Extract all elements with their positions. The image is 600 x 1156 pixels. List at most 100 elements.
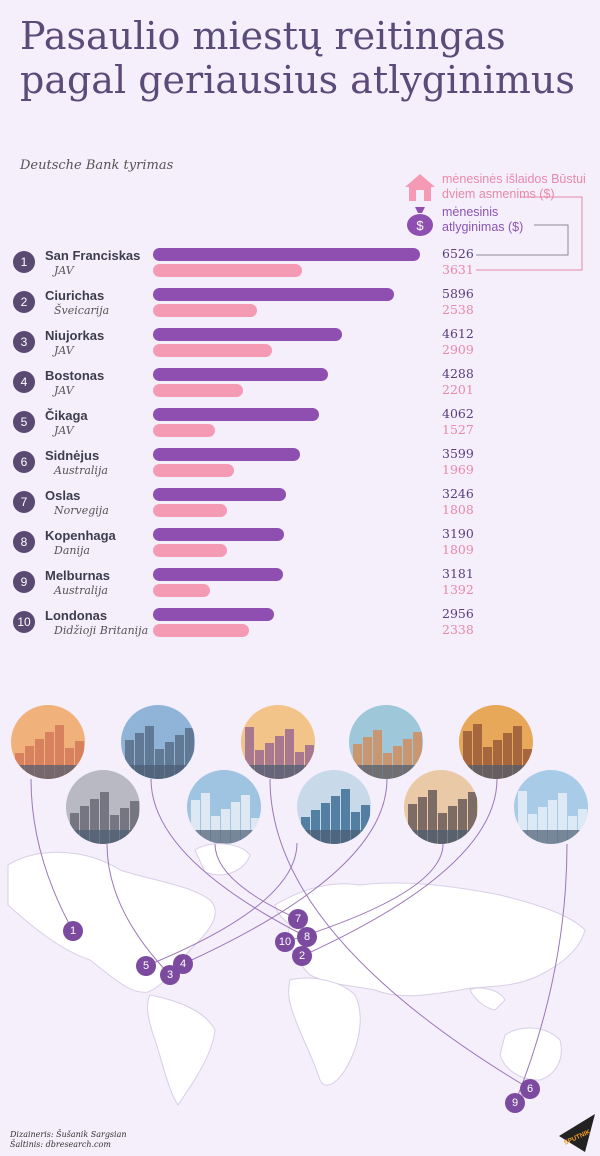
expenses-bar [153,384,244,397]
leader-line [284,843,444,943]
country-label: Didžioji Britanija [54,624,149,637]
chart-row: 6 Sidnėjus Australija 3599 1969 [0,446,600,488]
expenses-value: 2909 [442,342,474,357]
chart-row: 4 Bostonas JAV 4288 2201 [0,366,600,408]
salary-bar [153,288,395,301]
chart-row: 10 Londonas Didžioji Britanija 2956 2338 [0,606,600,648]
expenses-value: 3631 [442,262,474,277]
salary-value: 5896 [442,286,474,301]
city-label: Londonas [45,608,108,623]
expenses-value: 1527 [442,422,474,437]
chart-row: 2 Ciurichas Šveicarija 5896 2538 [0,286,600,328]
expenses-value: 2338 [442,622,474,637]
chart-row: 1 San Franciskas JAV 6526 3631 [0,246,600,288]
salary-value: 3599 [442,446,474,461]
expenses-value: 1809 [442,542,474,557]
city-label: Kopenhaga [45,528,116,543]
money-bag-icon: $ [407,207,433,236]
chart-row: 8 Kopenhaga Danija 3190 1809 [0,526,600,568]
rank-badge: 4 [13,371,35,393]
salary-value: 6526 [442,246,474,261]
rank-badge: 9 [13,571,35,593]
leader-line [182,778,388,965]
subtitle: Deutsche Bank tyrimas [20,158,174,173]
salary-bar [153,528,284,541]
salary-bar [153,488,286,501]
country-label: Norvegija [54,504,109,517]
salary-bar [153,248,420,261]
source-credit: Šaltinis: dbresearch.com [10,1140,111,1149]
chart-row: 3 Niujorkas JAV 4612 2909 [0,326,600,368]
salary-bar [153,568,284,581]
rank-badge: 5 [13,411,35,433]
salary-bar [153,448,301,461]
country-label: JAV [54,384,74,397]
salary-value: 3190 [442,526,474,541]
expenses-value: 1808 [442,502,474,517]
salary-value: 4288 [442,366,474,381]
country-label: Australija [54,584,108,597]
leader-line [269,778,531,1090]
salary-bar [153,608,274,621]
expenses-value: 2538 [442,302,474,317]
country-label: JAV [54,264,74,277]
map-marker: 7 [288,909,308,929]
expenses-bar [153,344,273,357]
chart-row: 5 Čikaga JAV 4062 1527 [0,406,600,448]
salary-value: 3181 [442,566,474,581]
expenses-bar [153,304,257,317]
expenses-bar [153,584,210,597]
country-label: JAV [54,344,74,357]
city-label: Oslas [45,488,81,503]
salary-bar [153,328,342,341]
map-marker: 2 [292,946,312,966]
expenses-bar [153,624,249,637]
expenses-bar [153,544,227,557]
salary-bar [153,368,329,381]
chart-row: 7 Oslas Norvegija 3246 1808 [0,486,600,528]
legend-salary: mėnesinis atlyginimas ($) [442,205,524,234]
map-marker: 10 [275,932,295,952]
map-marker: 8 [297,927,317,947]
leader-line [106,843,171,976]
city-label: Bostonas [45,368,105,383]
country-label: Australija [54,464,108,477]
leader-line [301,778,498,957]
leader-line [150,778,308,938]
city-label: Melburnas [45,568,111,583]
map-marker: 9 [505,1093,525,1113]
world-map [7,843,586,1106]
svg-text:$: $ [416,218,424,233]
salary-value: 2956 [442,606,474,621]
expenses-value: 2201 [442,382,474,397]
city-label: San Franciskas [45,248,141,263]
map-marker: 1 [63,921,83,941]
leader-line [30,778,74,932]
city-photo [241,705,315,779]
salary-bar [153,408,320,421]
map-marker: 5 [136,956,156,976]
country-label: Šveicarija [54,304,110,317]
country-label: Danija [54,544,90,557]
rank-badge: 6 [13,451,35,473]
leader-line [514,843,568,1104]
salary-value: 3246 [442,486,474,501]
city-label: Ciurichas [45,288,105,303]
expenses-bar [153,264,302,277]
salary-value: 4612 [442,326,474,341]
chart-row: 9 Melburnas Australija 3181 1392 [0,566,600,608]
map-marker: 6 [520,1079,540,1099]
rank-badge: 10 [13,611,35,633]
rank-badge: 8 [13,531,35,553]
city-label: Niujorkas [45,328,105,343]
rank-badge: 3 [13,331,35,353]
country-label: JAV [54,424,74,437]
expenses-value: 1392 [442,582,474,597]
city-photo [404,770,478,844]
city-photo [66,770,140,844]
leader-line [145,842,298,967]
city-label: Sidnėjus [45,448,100,463]
leader-line [214,843,299,920]
expenses-bar [153,504,227,517]
salary-value: 4062 [442,406,474,421]
